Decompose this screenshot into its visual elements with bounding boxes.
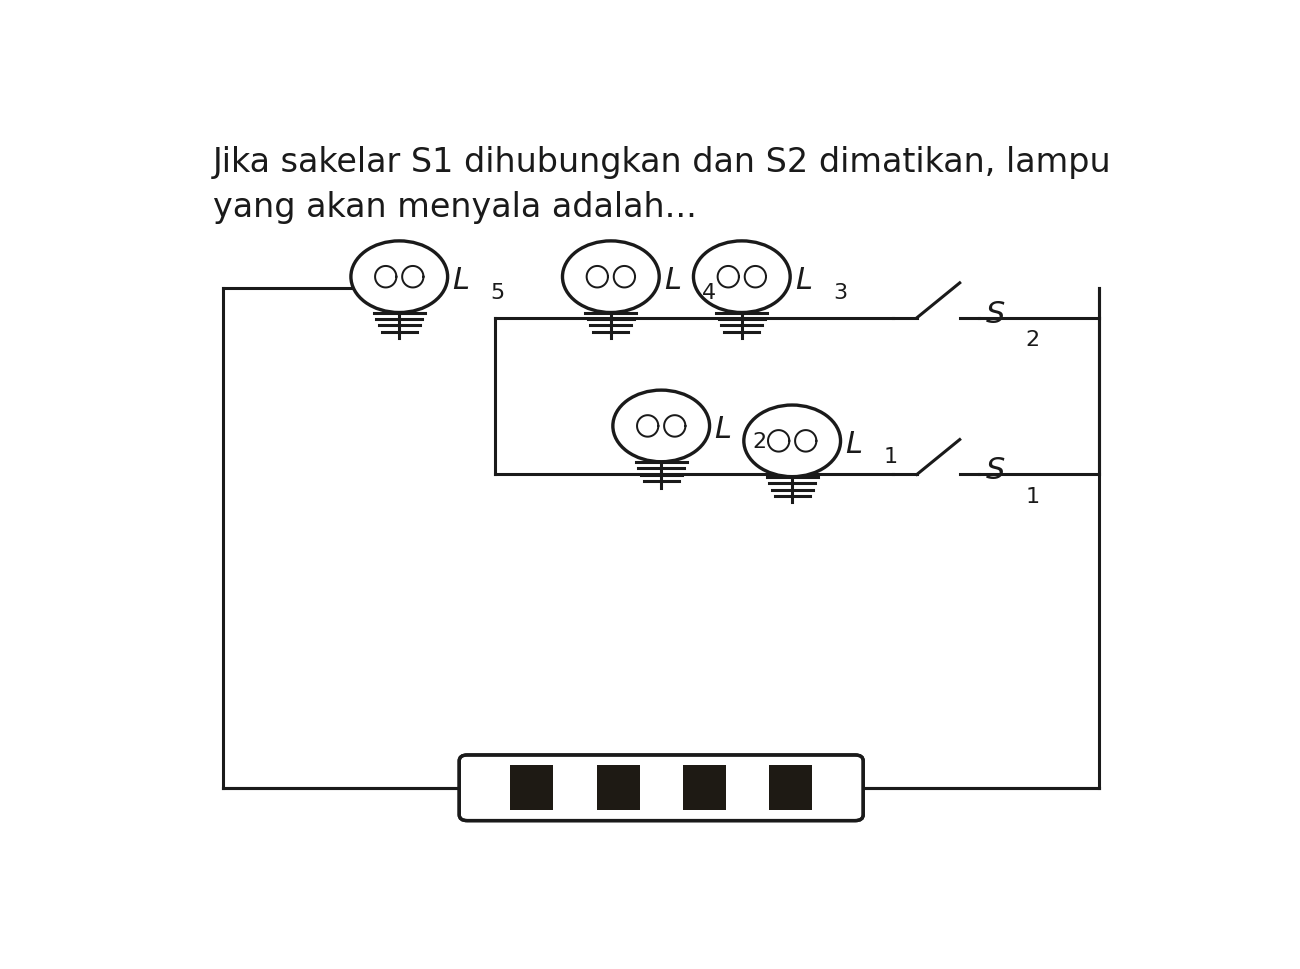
Text: $L$: $L$ (715, 415, 732, 444)
Text: $L$: $L$ (796, 266, 812, 295)
Text: $S$: $S$ (985, 456, 1006, 485)
Circle shape (693, 241, 790, 313)
Bar (682, 766, 725, 810)
Bar (770, 766, 812, 810)
Text: 3: 3 (833, 283, 848, 303)
Bar (511, 766, 554, 810)
FancyBboxPatch shape (459, 755, 863, 821)
Text: Jika sakelar S1 dihubungkan dan S2 dimatikan, lampu: Jika sakelar S1 dihubungkan dan S2 dimat… (213, 146, 1112, 179)
Text: 2: 2 (1026, 330, 1040, 350)
Text: $L$: $L$ (664, 266, 681, 295)
Text: yang akan menyala adalah...: yang akan menyala adalah... (213, 191, 697, 224)
Bar (597, 766, 640, 810)
Text: 1: 1 (1026, 486, 1040, 507)
Text: 1: 1 (884, 447, 898, 467)
Text: 2: 2 (753, 432, 767, 453)
Circle shape (612, 391, 710, 462)
Text: $S$: $S$ (985, 299, 1006, 328)
Text: 4: 4 (702, 283, 716, 303)
Circle shape (351, 241, 447, 313)
Text: 5: 5 (490, 283, 504, 303)
Circle shape (744, 405, 841, 477)
Text: $L$: $L$ (845, 430, 862, 459)
Text: $L$: $L$ (452, 266, 469, 295)
Circle shape (563, 241, 659, 313)
